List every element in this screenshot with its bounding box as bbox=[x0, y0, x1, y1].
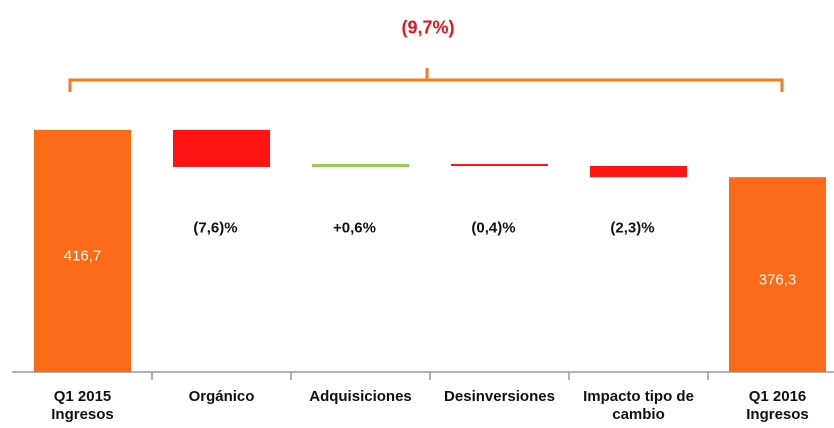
x-tick-label: Q1 2015 Ingresos bbox=[51, 388, 114, 423]
value-label: (7,6)% bbox=[193, 219, 238, 237]
bar bbox=[590, 165, 687, 178]
x-tick-label: Impacto tipo de cambio bbox=[583, 388, 694, 423]
value-label: 416,7 bbox=[63, 247, 102, 265]
x-tick-label: Q1 2016 Ingresos bbox=[746, 388, 809, 423]
x-tick-label: Orgánico bbox=[188, 388, 255, 405]
value-label: (0,4)% bbox=[471, 219, 516, 237]
x-tick-label: Desinversiones bbox=[444, 388, 555, 405]
chart-annotation: (9,7%) bbox=[401, 17, 455, 38]
value-label: +0,6% bbox=[333, 219, 376, 237]
bar bbox=[729, 177, 826, 372]
bracket bbox=[68, 68, 784, 92]
bar bbox=[34, 129, 131, 372]
value-label: 376,3 bbox=[758, 271, 797, 289]
bar bbox=[173, 129, 270, 167]
bar bbox=[451, 164, 548, 167]
bar bbox=[312, 164, 409, 167]
value-label: (2,3)% bbox=[610, 219, 655, 237]
x-tick-label: Adquisiciones bbox=[309, 388, 412, 405]
